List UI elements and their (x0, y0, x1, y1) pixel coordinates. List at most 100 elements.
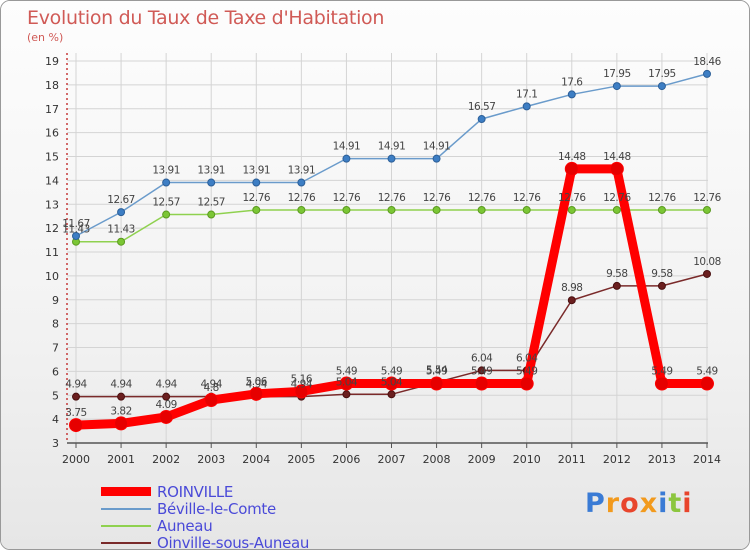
x-tick-label: 2001 (107, 453, 135, 466)
chart-unit: (en %) (27, 31, 64, 44)
data-label: 11.67 (62, 218, 90, 230)
data-label: 10.08 (693, 256, 721, 268)
x-tick-label: 2012 (603, 453, 631, 466)
legend-label: Oinville-sous-Auneau (157, 533, 310, 550)
data-point (384, 376, 399, 391)
data-label: 4.09 (155, 399, 176, 411)
data-point (114, 416, 129, 431)
data-label: 4.94 (155, 379, 177, 391)
x-tick-label: 2005 (287, 453, 315, 466)
data-label: 13.91 (243, 165, 271, 177)
logo-letter: t (668, 488, 683, 519)
data-label: 12.67 (107, 194, 135, 206)
data-label: 6.04 (516, 352, 538, 364)
y-tick-label: 10 (45, 270, 59, 283)
data-point (69, 418, 83, 433)
logo-letter: P (585, 488, 606, 519)
data-point (432, 154, 441, 163)
data-label: 11.43 (107, 224, 135, 236)
data-point (429, 376, 444, 391)
data-point (477, 205, 486, 214)
data-label: 12.76 (378, 192, 406, 204)
data-label: 5.49 (696, 366, 717, 378)
data-label: 14.91 (333, 141, 361, 153)
x-tick-label: 2008 (423, 453, 451, 466)
data-label: 5.49 (381, 366, 402, 378)
data-point (252, 205, 261, 214)
data-label: 17.6 (561, 76, 583, 88)
data-label: 14.48 (558, 151, 586, 163)
data-label: 14.91 (378, 141, 406, 153)
data-label: 12.76 (558, 192, 586, 204)
y-tick-label: 12 (45, 222, 59, 235)
y-tick-label: 18 (45, 79, 59, 92)
data-label: 6.04 (471, 352, 493, 364)
x-tick-label: 2014 (693, 453, 721, 466)
x-tick-label: 2010 (513, 453, 541, 466)
x-tick-label: 2000 (62, 453, 90, 466)
data-point (703, 205, 711, 214)
y-tick-label: 15 (45, 151, 59, 164)
logo-letter: o (620, 488, 640, 519)
data-point (609, 161, 624, 176)
data-label: 12.76 (468, 192, 496, 204)
logo-letter: r (605, 488, 621, 519)
data-point (474, 376, 489, 391)
data-label: 5.54 (426, 364, 448, 376)
data-label: 12.57 (197, 197, 225, 209)
data-point (207, 210, 216, 219)
legend-swatch-roinville (101, 487, 151, 496)
legend-label: ROINVILLE (157, 482, 234, 501)
data-label: 8.98 (561, 282, 582, 294)
data-point (252, 178, 261, 187)
data-label: 5.06 (246, 376, 268, 388)
data-label: 12.76 (513, 192, 541, 204)
data-point (204, 393, 219, 408)
y-tick-label: 7 (52, 342, 59, 355)
data-label: 13.91 (152, 165, 180, 177)
data-label: 13.91 (197, 165, 225, 177)
y-tick-label: 5 (52, 389, 59, 402)
y-tick-label: 17 (45, 103, 59, 116)
data-point (387, 154, 396, 163)
y-tick-label: 19 (45, 55, 59, 68)
data-point (117, 237, 126, 246)
legend-item-roinville: ROINVILLE (101, 482, 309, 501)
data-point (564, 161, 579, 176)
data-label: 5.49 (471, 366, 492, 378)
legend-item-beville: Béville-le-Comte (101, 500, 309, 518)
data-label: 17.95 (603, 68, 631, 80)
data-point (162, 392, 171, 401)
data-point (162, 178, 171, 187)
data-point (387, 205, 396, 214)
y-tick-label: 8 (52, 318, 59, 331)
data-label: 4.94 (65, 379, 87, 391)
data-label: 4.94 (201, 379, 223, 391)
data-point (657, 281, 666, 290)
data-label: 13.91 (288, 165, 316, 177)
chart-title: Evolution du Taux de Taxe d'Habitation (27, 7, 385, 29)
data-point (612, 281, 621, 290)
data-point (342, 154, 351, 163)
data-label: 5.04 (336, 376, 358, 388)
data-point (700, 376, 714, 391)
data-label: 14.48 (603, 151, 631, 163)
data-point (567, 296, 576, 305)
legend: ROINVILLE Béville-le-Comte Auneau Oinvil… (101, 482, 310, 550)
y-tick-label: 9 (52, 294, 59, 307)
legend-swatch-auneau (101, 524, 151, 527)
data-label: 14.91 (423, 141, 451, 153)
data-point (657, 82, 666, 91)
data-label: 12.76 (648, 192, 676, 204)
data-label: 12.76 (603, 192, 631, 204)
y-tick-label: 4 (52, 413, 59, 426)
data-label: 16.57 (468, 101, 496, 113)
data-label: 4.94 (291, 379, 313, 391)
data-point (117, 208, 126, 217)
proxiti-logo: Proxiti (585, 488, 693, 519)
data-point (654, 376, 669, 391)
legend-item-auneau: Auneau (101, 517, 309, 535)
data-point (342, 205, 351, 214)
data-label: 18.46 (693, 56, 721, 68)
